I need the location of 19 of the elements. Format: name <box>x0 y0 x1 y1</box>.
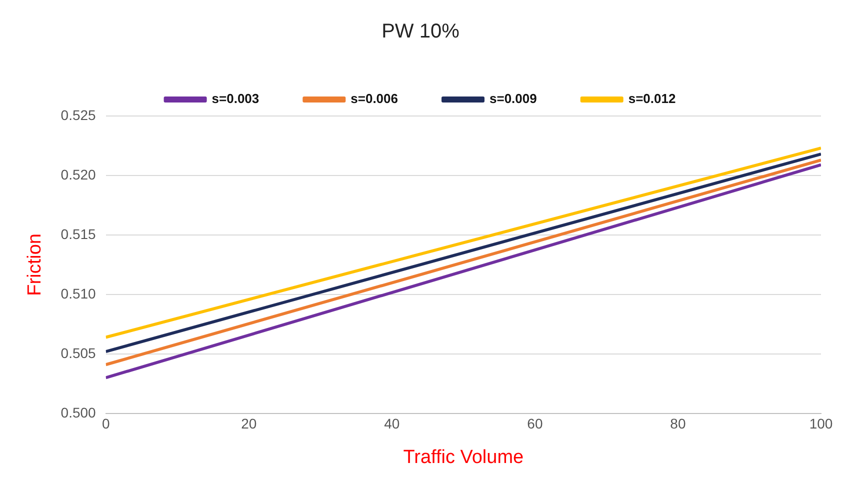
y-tick-label: 0.515 <box>60 226 96 242</box>
y-tick-label: 0.520 <box>60 166 96 182</box>
x-tick-label: 60 <box>527 416 543 432</box>
x-tick-label: 80 <box>670 416 686 432</box>
legend-label: s=0.012 <box>628 91 676 106</box>
chart-title: PW 10% <box>382 20 460 43</box>
y-tick-label: 0.525 <box>60 106 96 123</box>
y-tick-label: 0.505 <box>60 344 96 361</box>
y-tick-label: 0.500 <box>60 404 96 420</box>
legend-label: s=0.009 <box>490 91 537 106</box>
x-axis-title: Traffic Volume <box>403 446 524 468</box>
legend-label: s=0.003 <box>212 91 260 106</box>
legend-label: s=0.006 <box>350 91 398 106</box>
y-tick-label: 0.510 <box>60 285 96 302</box>
x-tick-label: 20 <box>241 416 257 432</box>
x-tick-label: 40 <box>384 416 400 432</box>
x-tick-label: 100 <box>809 416 833 432</box>
y-axis-title: Friction <box>24 234 46 296</box>
x-tick-label: 0 <box>102 416 110 432</box>
